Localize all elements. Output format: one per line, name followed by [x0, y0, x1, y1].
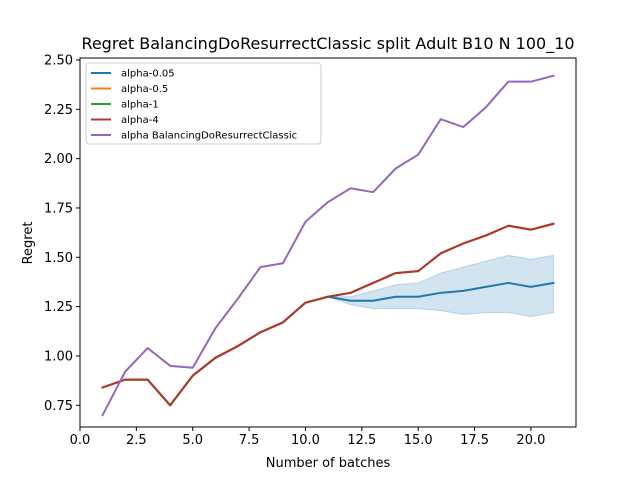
legend-label: alpha BalancingDoResurrectClassic [121, 131, 297, 142]
axes-frame [79, 57, 577, 428]
x-tick-label: 2.5 [126, 433, 147, 448]
y-tick-label: 1.00 [44, 349, 73, 364]
x-tick-label: 5.0 [182, 433, 203, 448]
x-tick-label: 20.0 [516, 433, 545, 448]
legend-label: alpha-0.5 [121, 84, 168, 95]
x-tick-label: 7.5 [239, 433, 260, 448]
x-tick-label: 12.5 [347, 433, 376, 448]
chart-title: Regret BalancingDoResurrectClassic split… [81, 34, 574, 54]
legend-box [85, 62, 322, 145]
plot-area [101, 74, 555, 417]
plot-inner [101, 74, 555, 417]
legend-label: alpha-4 [121, 115, 159, 126]
legend: alpha-0.05 alpha-0.5 alpha-1 alpha-4 alpha B… [85, 62, 322, 145]
series-line [101, 222, 555, 407]
y-tick-label: 1.75 [44, 201, 73, 216]
y-tick-label: 2.50 [44, 53, 73, 68]
x-axis-label: Number of batches [266, 456, 391, 471]
legend-label: alpha-0.05 [121, 69, 175, 80]
series-line [101, 74, 555, 417]
y-tick-label: 1.25 [44, 300, 73, 315]
x-tick-label: 0.0 [70, 433, 91, 448]
y-axis-label: Regret [21, 222, 36, 265]
x-tick-label: 15.0 [404, 433, 433, 448]
y-tick-label: 0.75 [44, 399, 73, 414]
legend-label: alpha-1 [121, 100, 159, 111]
x-tick-label: 17.5 [460, 433, 489, 448]
y-tick-label: 2.25 [44, 103, 73, 118]
axes: 0.0 2.5 5.0 7.5 10.0 12.5 15.0 17.5 20.0 0.75 1.00… [44, 53, 577, 448]
x-tick-label: 10.0 [291, 433, 320, 448]
y-tick-label: 1.50 [44, 251, 73, 266]
y-tick-label: 2.00 [44, 152, 73, 167]
